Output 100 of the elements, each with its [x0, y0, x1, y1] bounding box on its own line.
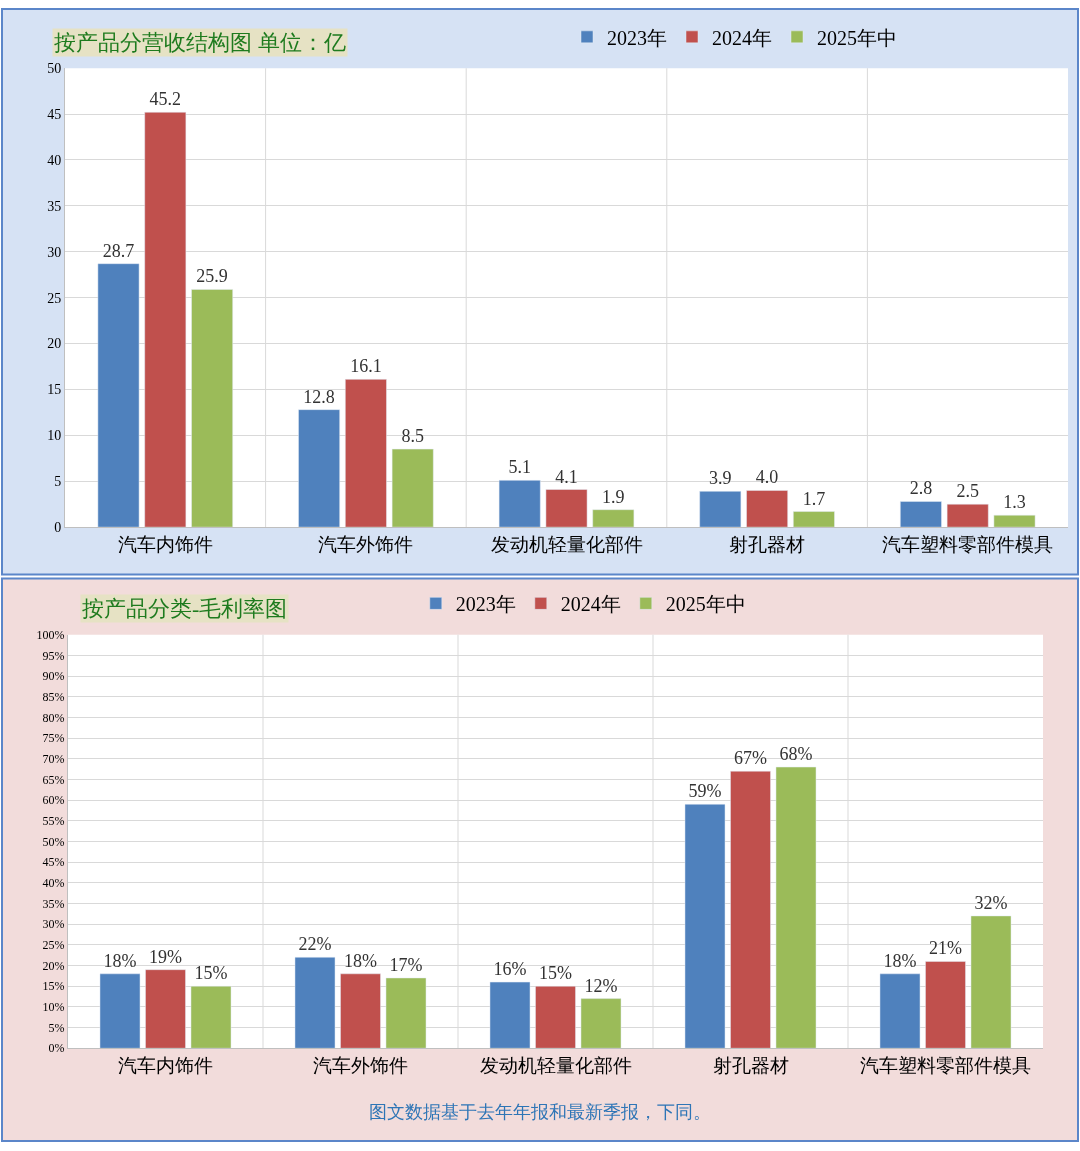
- y-tick-label: 25: [47, 290, 62, 306]
- y-tick-label: 45: [47, 106, 62, 122]
- bar: [489, 981, 531, 1049]
- bar: [580, 998, 622, 1049]
- bar: [294, 957, 336, 1049]
- y-tick-label: 0: [54, 520, 62, 536]
- bar: [535, 985, 576, 1049]
- y-tick-label: 25%: [42, 938, 65, 953]
- y-tick-label: 60%: [42, 793, 65, 808]
- bar: [900, 501, 942, 528]
- y-tick-label: 15%: [42, 979, 65, 994]
- y-tick-label: 50%: [42, 834, 65, 849]
- legend-label: 2025年中: [817, 26, 897, 49]
- bar: [699, 491, 742, 528]
- data-label: 21%: [929, 938, 962, 959]
- bar: [793, 511, 835, 528]
- data-label: 18%: [883, 950, 917, 971]
- data-label: 59%: [688, 781, 722, 802]
- bar: [498, 480, 541, 528]
- bar: [746, 490, 788, 528]
- data-label: 15%: [539, 963, 572, 984]
- y-tick-label: 50: [47, 61, 62, 77]
- data-label: 8.5: [401, 426, 424, 447]
- y-tick-label: 0%: [48, 1041, 65, 1056]
- bar: [993, 514, 1036, 528]
- x-tick-label: 汽车外饰件: [313, 1055, 408, 1077]
- data-label: 67%: [734, 748, 767, 769]
- bar: [144, 112, 187, 528]
- y-tick-label: 55%: [42, 814, 65, 828]
- data-label: 1.3: [1003, 492, 1026, 513]
- y-tick-label: 100%: [36, 627, 65, 642]
- bar: [97, 263, 140, 528]
- y-tick-label: 10%: [42, 1000, 65, 1015]
- data-label: 19%: [149, 946, 182, 967]
- data-label: 1.7: [802, 488, 826, 509]
- y-tick-label: 15: [47, 382, 62, 398]
- data-label: 45.2: [149, 89, 182, 110]
- legend-label: 2024年: [560, 593, 621, 616]
- data-label: 16.1: [350, 356, 382, 377]
- x-tick-label: 发动机轻量化部件: [479, 1055, 632, 1077]
- bar: [385, 977, 427, 1049]
- bar: [298, 409, 340, 528]
- data-label: 15%: [194, 963, 228, 984]
- data-label: 1.9: [602, 486, 625, 507]
- x-tick-label: 汽车内饰件: [117, 533, 213, 555]
- data-label: 68%: [779, 744, 813, 765]
- bar: [545, 489, 588, 528]
- x-tick-label: 汽车外饰件: [318, 533, 414, 555]
- data-label: 12.8: [303, 386, 335, 407]
- bar: [879, 973, 921, 1049]
- data-label: 16%: [493, 959, 527, 980]
- y-tick-label: 45%: [42, 855, 65, 870]
- legend-label: 2024年: [712, 26, 772, 49]
- legend-label: 2025年中: [665, 593, 746, 616]
- legend-label: 2023年: [455, 593, 516, 616]
- data-label: 17%: [389, 954, 423, 975]
- y-tick-label: 80%: [42, 710, 65, 725]
- y-tick-label: 30: [47, 244, 62, 260]
- y-tick-label: 70%: [42, 751, 65, 766]
- x-tick-label: 汽车塑料零部件模具: [882, 533, 1054, 555]
- y-tick-label: 20%: [42, 958, 65, 973]
- y-tick-label: 30%: [42, 917, 65, 932]
- text: 图文数据基于去年年报和最新季报，下同。: [369, 1102, 711, 1122]
- data-label: 18%: [103, 950, 137, 971]
- chart-title: 按产品分营收结构图 单位：亿: [54, 30, 346, 55]
- data-label: 4.0: [755, 467, 779, 488]
- x-tick-label: 汽车内饰件: [118, 1055, 213, 1077]
- x-tick-label: 射孔器材: [712, 1055, 789, 1077]
- bar: [340, 973, 381, 1049]
- y-tick-label: 35%: [42, 896, 65, 911]
- data-label: 4.1: [555, 466, 578, 487]
- data-label: 18%: [344, 950, 377, 971]
- bar: [191, 289, 233, 528]
- data-label: 3.9: [709, 468, 732, 489]
- y-tick-label: 20: [47, 336, 62, 352]
- y-tick-label: 5: [54, 474, 62, 490]
- bar: [592, 509, 635, 528]
- chart-title: 按产品分类-毛利率图: [82, 596, 288, 621]
- bar: [145, 969, 186, 1049]
- x-tick-label: 汽车塑料零部件模具: [860, 1055, 1031, 1077]
- x-tick-label: 射孔器材: [729, 533, 806, 555]
- x-tick-label: 发动机轻量化部件: [490, 533, 643, 555]
- data-label: 5.1: [508, 457, 531, 478]
- bar: [925, 961, 966, 1049]
- bar: [345, 379, 387, 528]
- data-label: 32%: [974, 892, 1008, 913]
- y-tick-label: 90%: [42, 669, 65, 684]
- data-label: 2.5: [956, 481, 979, 502]
- legend-label: 2023年: [607, 26, 667, 49]
- data-label: 25.9: [196, 266, 228, 287]
- data-label: 28.7: [102, 240, 135, 261]
- bar: [190, 985, 232, 1049]
- bar: [391, 448, 434, 528]
- y-tick-label: 75%: [42, 731, 65, 746]
- data-label: 2.8: [909, 478, 933, 499]
- y-tick-label: 10: [47, 428, 62, 444]
- y-tick-label: 85%: [42, 689, 65, 704]
- bar: [946, 503, 989, 528]
- y-tick-label: 5%: [48, 1020, 65, 1035]
- bar: [684, 804, 726, 1049]
